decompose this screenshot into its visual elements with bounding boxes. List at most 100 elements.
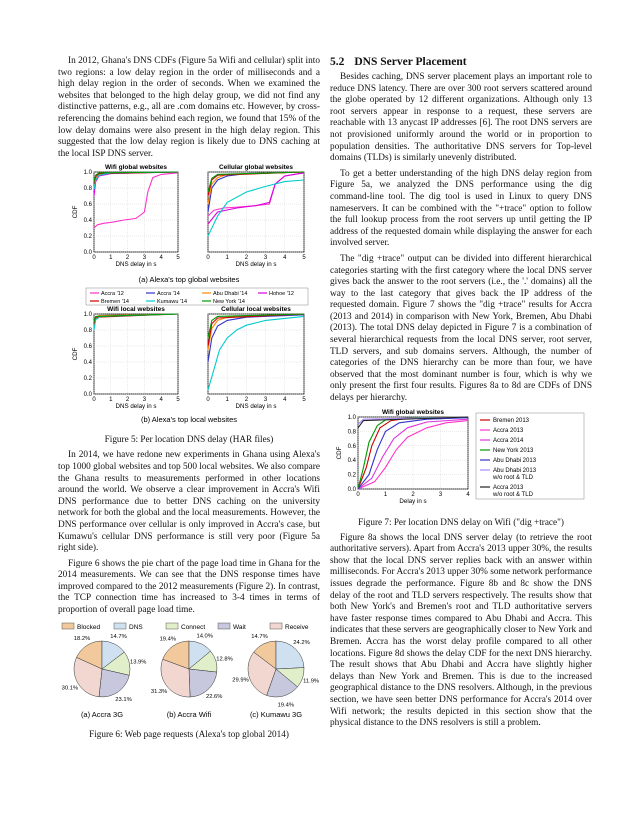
y-axis-label: CDF [72, 348, 79, 361]
series-line [93, 172, 179, 229]
x-tick-label: 3 [143, 397, 147, 403]
y-tick-label: 0.6 [84, 344, 93, 350]
x-tick-label: 2 [245, 397, 249, 403]
x-tick-label: 5 [176, 255, 180, 261]
figure-7-chart: 0 1 2 3 4 0.0 0.2 0.4 0.6 0.8 1.0 Wifi global websi… [336, 409, 585, 505]
x-tick-label: 4 [466, 492, 470, 498]
figure-5: 0 1 2 3 4 5 0.0 0.2 0.4 0.6 0.8 1.0 Wifi global webs… [58, 164, 320, 431]
legend-label: w/o root & TLD [492, 475, 534, 481]
series-line [357, 418, 469, 490]
figure-5-caption: Figure 5: Per location DNS delay (HAR fi… [104, 434, 274, 445]
pie-slice [98, 668, 130, 697]
figure-6: Blocked DNS Connect Wait Receive 18.2% 14.7% 13… [58, 621, 320, 726]
y-tick-label: 0.2 [84, 234, 93, 240]
legend-label: Abu Dhabi '14 [213, 291, 247, 297]
y-tick-label: 0.2 [348, 472, 357, 478]
slice-label: 31.3% [151, 688, 167, 694]
section-title: DNS Server Placement [354, 56, 467, 68]
pie-slice [188, 668, 218, 697]
legend-label: Accra 2014 [493, 438, 524, 444]
y-tick-label: 0.0 [348, 487, 357, 493]
x-tick-label: 5 [302, 255, 306, 261]
slice-label: 18.2% [74, 636, 90, 642]
x-tick-label: 3 [143, 255, 147, 261]
x-tick-label: 3 [264, 255, 268, 261]
left-paragraph-3: Figure 6 shows the pie chart of the page… [58, 558, 320, 616]
pie-slice [247, 651, 277, 696]
legend-box [475, 412, 585, 499]
series-line [207, 314, 305, 363]
y-tick-label: 0.0 [84, 250, 93, 256]
legend-label: Connect [181, 624, 205, 631]
slice-label: 13.9% [130, 659, 146, 665]
pie-slice [275, 640, 305, 669]
x-axis-label: Delay in s [399, 498, 426, 505]
y-tick-label: 0.6 [84, 202, 93, 208]
section-heading: 5.2 DNS Server Placement [330, 56, 592, 68]
series-line [207, 316, 305, 391]
legend-label: Receive [285, 624, 309, 631]
plot-frame [207, 171, 305, 253]
x-tick-label: 2 [126, 397, 130, 403]
y-tick-label: 1.0 [84, 312, 93, 318]
slice-label: 19.4% [160, 636, 176, 642]
y-tick-label: 0.0 [84, 392, 93, 398]
x-axis-label: DNS delay in s [116, 403, 157, 410]
x-axis-label: DNS delay in s [236, 261, 277, 268]
slice-label: 12.8% [216, 656, 232, 662]
legend-label: Abu Dhabi 2013 [493, 468, 537, 474]
right-paragraph-4: Figure 8a shows the local DNS server del… [330, 532, 592, 729]
x-tick-label: 1 [109, 397, 113, 403]
figure-5-legend: Accra '12 Accra '14 Abu Dhabi '14 Hohoe '12… [85, 288, 309, 306]
x-tick-label: 3 [264, 397, 268, 403]
x-tick-label: 4 [283, 255, 287, 261]
pie-chart-0: 18.2% 14.7% 13.9% 23.1% 30.1% [62, 634, 147, 703]
y-tick-label: 0.2 [84, 376, 93, 382]
figure-5a-caption: (a) Alexa's top global websites [139, 275, 240, 284]
plot-frame [93, 171, 179, 253]
slice-label: 14.7% [251, 634, 267, 640]
legend-label: New York 2013 [493, 448, 534, 454]
y-tick-label: 0.8 [84, 328, 93, 334]
slice-label: 14.7% [110, 634, 126, 640]
pie-subcaption: (b) Accra Wifi [167, 710, 212, 719]
series-line [93, 313, 179, 323]
pie-slice [160, 658, 191, 697]
y-tick-label: 0.8 [84, 186, 93, 192]
x-tick-label: 4 [160, 397, 164, 403]
x-tick-label: 0 [92, 397, 96, 403]
pie-subcaption: (a) Accra 3G [81, 710, 123, 719]
left-column: In 2012, Ghana's DNS CDFs (Figure 5a Wif… [58, 56, 320, 745]
figure-6-pies: Blocked DNS Connect Wait Receive 18.2% 14.7% 13… [61, 622, 319, 719]
y-tick-label: 0.4 [348, 458, 357, 464]
figure-5b-caption: (b) Alexa's top local websites [141, 415, 237, 424]
chart-title: Cellular local websites [221, 306, 291, 313]
chart-title: Wifi global websites [105, 164, 167, 171]
series-line [207, 313, 305, 347]
cdf-chart-0: 0 1 2 3 4 5 0.0 0.2 0.4 0.6 0.8 1.0 Wifi global webs… [72, 164, 180, 268]
legend-swatch [269, 622, 283, 629]
series-line [207, 179, 305, 237]
y-tick-label: 0.8 [348, 429, 357, 435]
pie-chart-2: 14.7% 24.2% 11.9% 19.4% 29.9% [232, 634, 319, 709]
x-tick-label: 1 [384, 492, 388, 498]
y-tick-label: 0.6 [348, 443, 357, 449]
cdf-chart-2: 0 1 2 3 4 5 0.0 0.2 0.4 0.6 0.8 1.0 Wifi local websi… [72, 306, 180, 410]
figure-7-caption: Figure 7: Per location DNS delay on Wifi… [358, 516, 564, 527]
x-tick-label: 5 [176, 397, 180, 403]
plot-frame [93, 313, 179, 395]
x-tick-label: 2 [126, 255, 130, 261]
cdf-chart-1: 0 1 2 3 4 5 Cellular global websites DNS delay … [206, 164, 306, 268]
y-tick-label: 0.4 [84, 360, 93, 366]
legend-swatch [217, 622, 231, 629]
slice-label: 24.2% [293, 640, 309, 646]
slice-label: 14.0% [196, 633, 212, 639]
figure-6-legend: Blocked DNS Connect Wait Receive [61, 622, 309, 631]
series-line [357, 419, 469, 490]
y-tick-label: 0.4 [84, 218, 93, 224]
legend-label: Accra '14 [157, 291, 180, 297]
x-tick-label: 0 [92, 255, 96, 261]
legend-label: DNS [129, 624, 143, 631]
x-tick-label: 5 [302, 397, 306, 403]
section-number: 5.2 [330, 56, 345, 68]
